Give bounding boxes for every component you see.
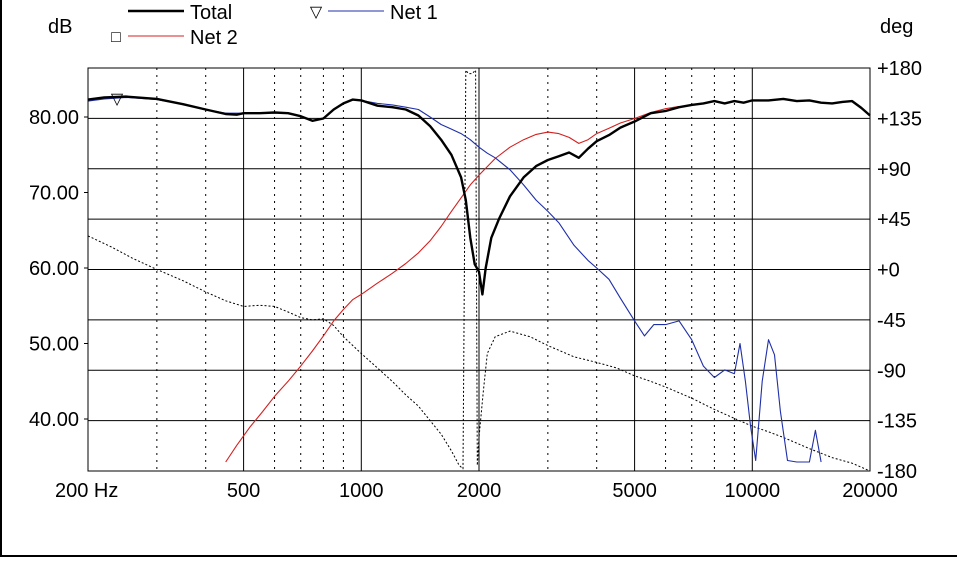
series-line-net-2: [225, 105, 680, 463]
right-axis-label: deg: [880, 16, 913, 38]
net1-series-marker: ▽: [111, 91, 124, 108]
legend-marker-net-2: □: [111, 29, 121, 46]
y-tick-label: 80.00: [29, 107, 79, 129]
axes: 200 Hz 500 1000 2000 5000 10000 20000 80.00 70.0…: [29, 58, 922, 502]
y-right-tick-label: -135: [877, 411, 917, 433]
y-right-tick-label: +45: [877, 209, 911, 231]
plot-area: ▽: [87, 69, 871, 472]
y-right-tick-label: +180: [877, 58, 922, 80]
x-tick-label: 200 Hz: [55, 480, 118, 502]
x-tick-label: 10000: [724, 480, 780, 502]
y-tick-label: 50.00: [29, 334, 79, 356]
x-tick-label: 5000: [612, 480, 657, 502]
legend-label-total: Total: [190, 2, 232, 24]
y-right-tick-label: +0: [877, 260, 900, 282]
y-right-tick-label: -180: [877, 461, 917, 483]
y-tick-label: 60.00: [29, 258, 79, 280]
x-tick-label: 2000: [457, 480, 502, 502]
x-tick-label: 500: [227, 480, 260, 502]
y-right-tick-label: -90: [877, 360, 906, 382]
y-right-tick-label: -45: [877, 310, 906, 332]
series-line-phase: [87, 69, 871, 472]
legend: Total Net 1 ▽ Net 2 □: [111, 2, 438, 49]
legend-label-net-1: Net 1: [390, 2, 438, 24]
y-tick-label: 70.00: [29, 183, 79, 205]
legend-marker-net-1: ▽: [310, 4, 323, 21]
legend-label-net-2: Net 2: [190, 27, 238, 49]
bottom-edge-line: [0, 555, 957, 557]
y-right-tick-label: +90: [877, 159, 911, 181]
x-tick-label: 20000: [842, 480, 898, 502]
plot-frame: [87, 67, 871, 472]
left-edge-line: [0, 0, 2, 557]
y-right-tick-label: +135: [877, 108, 922, 130]
left-axis-label: dB: [48, 16, 72, 38]
series-line-total: [87, 95, 871, 296]
x-tick-label: 1000: [339, 480, 384, 502]
y-tick-label: 40.00: [29, 409, 79, 431]
